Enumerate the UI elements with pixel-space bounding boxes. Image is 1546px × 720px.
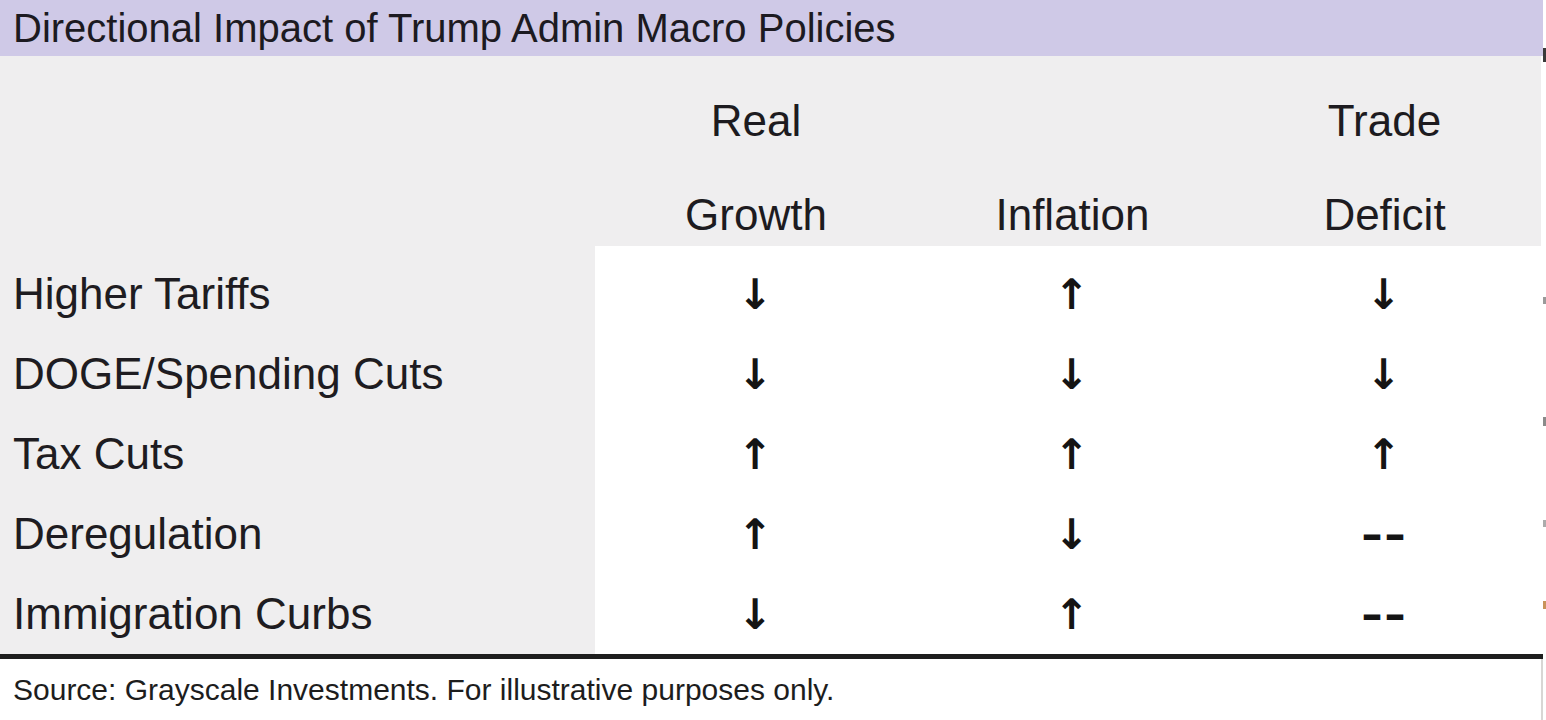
arrow-up-icon: ↑	[917, 270, 1228, 319]
macro-impact-table: Higher Tariffs ↓ ↑ ↓ DOGE/Spending Cuts …	[0, 246, 1541, 654]
arrow-down-icon: ↓	[1228, 350, 1541, 399]
arrow-up-icon: ↑	[595, 430, 917, 479]
source-note: Source: Grayscale Investments. For illus…	[0, 659, 1541, 720]
column-header-deficit: Deficit	[1228, 190, 1541, 240]
macro-policy-impact-figure: Directional Impact of Trump Admin Macro …	[0, 0, 1546, 720]
table-row: Deregulation ↑ ↓ ––	[0, 494, 1541, 574]
arrow-down-icon: ↓	[595, 590, 917, 639]
arrow-up-icon: ↑	[595, 510, 917, 559]
row-label-higher-tariffs: Higher Tariffs	[0, 269, 595, 319]
table-row: DOGE/Spending Cuts ↓ ↓ ↓	[0, 334, 1541, 414]
arrow-down-icon: ↓	[917, 350, 1228, 399]
row-label-immigration-curbs: Immigration Curbs	[0, 589, 595, 639]
arrow-up-icon: ↑	[917, 590, 1228, 639]
column-header-trade: Trade	[1228, 96, 1541, 146]
column-header-growth: Growth	[595, 190, 917, 240]
arrow-up-icon: ↑	[917, 430, 1228, 479]
arrow-up-icon: ↑	[1228, 430, 1541, 479]
column-header-real: Real	[595, 96, 917, 146]
arrow-down-icon: ↓	[595, 270, 917, 319]
arrow-down-icon: ↓	[595, 350, 917, 399]
no-change-dashes: ––	[1228, 590, 1541, 639]
page-title: Directional Impact of Trump Admin Macro …	[0, 0, 1543, 57]
column-header-inflation: Inflation	[917, 190, 1228, 240]
arrow-down-icon: ↓	[917, 510, 1228, 559]
row-label-deregulation: Deregulation	[0, 509, 595, 559]
arrow-down-icon: ↓	[1228, 270, 1541, 319]
table-row: Higher Tariffs ↓ ↑ ↓	[0, 254, 1541, 334]
table-row: Tax Cuts ↑ ↑ ↑	[0, 414, 1541, 494]
row-label-tax-cuts: Tax Cuts	[0, 429, 595, 479]
table-row: Immigration Curbs ↓ ↑ ––	[0, 574, 1541, 654]
row-label-doge-spending-cuts: DOGE/Spending Cuts	[0, 349, 595, 399]
divider	[1541, 659, 1543, 720]
no-change-dashes: ––	[1228, 510, 1541, 559]
title-bar: Directional Impact of Trump Admin Macro …	[0, 0, 1543, 56]
